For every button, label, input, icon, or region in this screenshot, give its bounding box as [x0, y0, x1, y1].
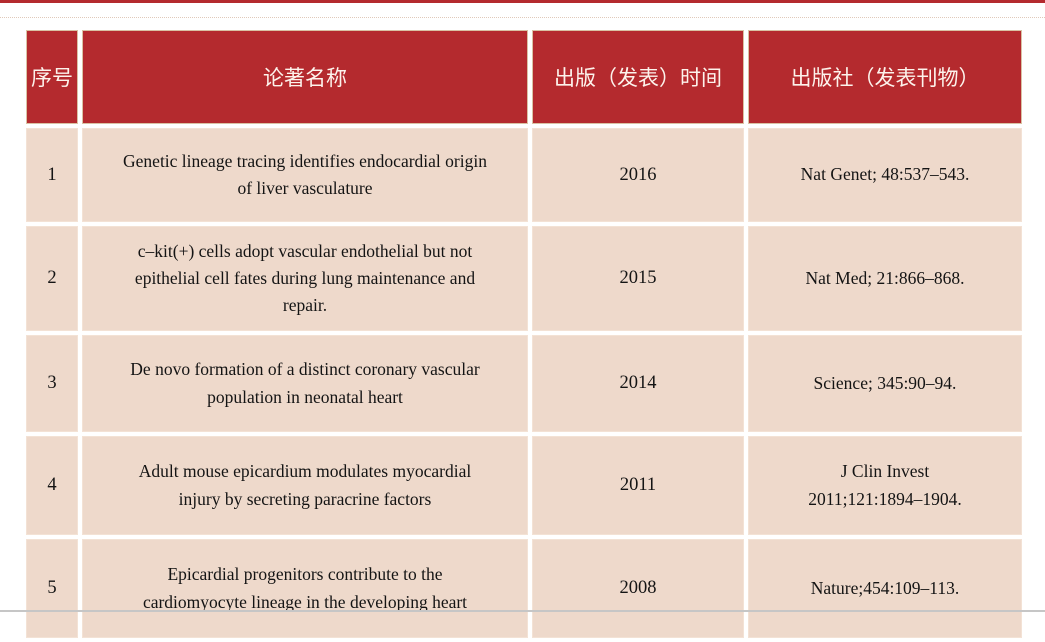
- cell-journal: Nat Genet; 48:537–543.: [748, 128, 1022, 222]
- table-body: 1 Genetic lineage tracing identifies endo…: [26, 128, 1022, 638]
- cell-title: c–kit(+) cells adopt vascular endothelia…: [82, 226, 528, 331]
- table-row: 3 De novo formation of a distinct coronar…: [26, 335, 1022, 432]
- cell-year: 2015: [532, 226, 744, 331]
- cell-year: 2016: [532, 128, 744, 222]
- header-row: 序号 论著名称 出版（发表）时间 出版社（发表刊物）: [26, 30, 1022, 124]
- table-row: 5 Epicardial progenitors contribute to th…: [26, 539, 1022, 638]
- cell-year: 2014: [532, 335, 744, 432]
- cell-title: Genetic lineage tracing identifies endoc…: [82, 128, 528, 222]
- col-header-journal: 出版社（发表刊物）: [748, 30, 1022, 124]
- cell-title: Epicardial progenitors contribute to the…: [82, 539, 528, 638]
- cell-journal: Nature;454:109–113.: [748, 539, 1022, 638]
- cell-index: 5: [26, 539, 78, 638]
- cell-index: 2: [26, 226, 78, 331]
- col-header-title: 论著名称: [82, 30, 528, 124]
- cell-journal: Nat Med; 21:866–868.: [748, 226, 1022, 331]
- table-row: 2 c–kit(+) cells adopt vascular endotheli…: [26, 226, 1022, 331]
- table-row: 4 Adult mouse epicardium modulates myocar…: [26, 436, 1022, 535]
- top-rule: [0, 0, 1045, 3]
- cell-year: 2008: [532, 539, 744, 638]
- publications-table: 序号 论著名称 出版（发表）时间 出版社（发表刊物） 1 Genetic line…: [22, 26, 1026, 642]
- cell-index: 4: [26, 436, 78, 535]
- cell-index: 3: [26, 335, 78, 432]
- cell-year: 2011: [532, 436, 744, 535]
- col-header-year: 出版（发表）时间: [532, 30, 744, 124]
- col-header-index: 序号: [26, 30, 78, 124]
- cell-journal: Science; 345:90–94.: [748, 335, 1022, 432]
- cell-title: De novo formation of a distinct coronary…: [82, 335, 528, 432]
- cell-journal: J Clin Invest 2011;121:1894–1904.: [748, 436, 1022, 535]
- cell-index: 1: [26, 128, 78, 222]
- bottom-rule: [0, 610, 1045, 612]
- table-row: 1 Genetic lineage tracing identifies endo…: [26, 128, 1022, 222]
- top-dotted-rule: [0, 17, 1045, 18]
- cell-title: Adult mouse epicardium modulates myocard…: [82, 436, 528, 535]
